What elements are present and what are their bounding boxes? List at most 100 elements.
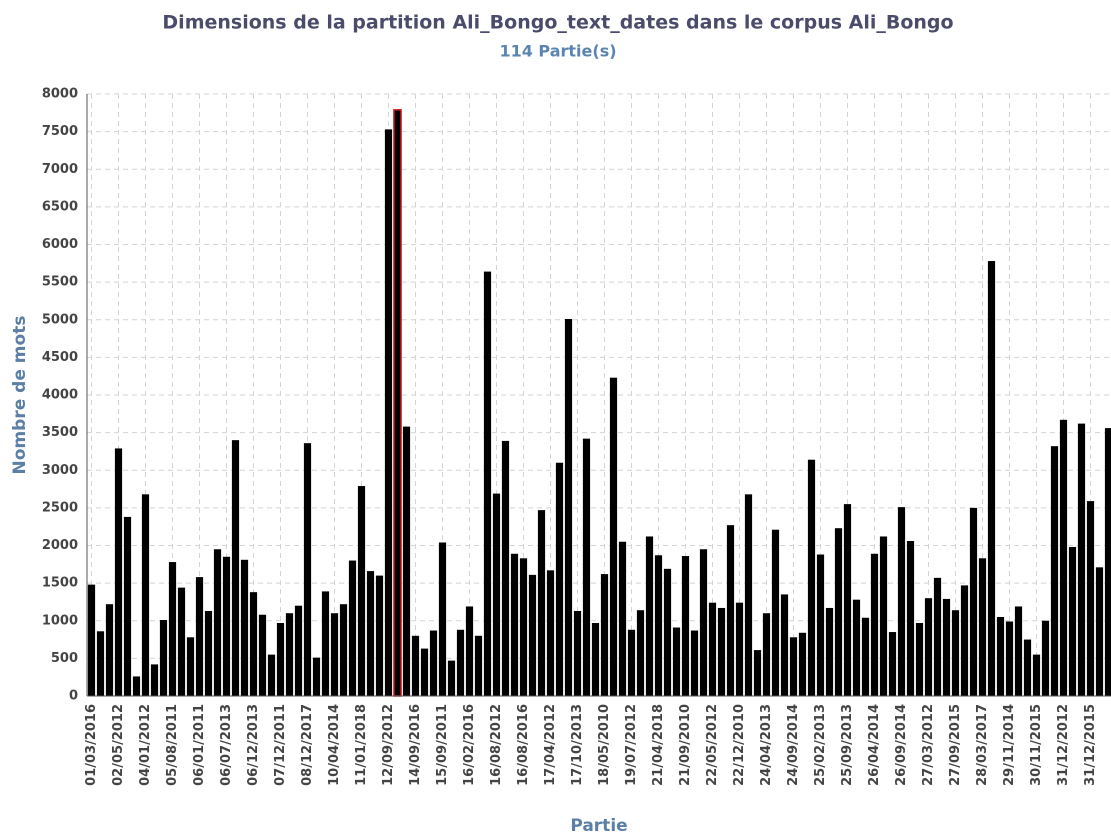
bar [177,587,186,696]
bar [888,632,897,696]
x-tick-label: 26/09/2014 [894,704,909,786]
x-tick-label: 01/03/2016 [84,704,99,786]
x-tick-label: 16/08/2016 [516,704,531,786]
bar [879,536,888,696]
bar [384,129,393,696]
bar [1068,547,1077,696]
bar [645,536,654,696]
y-tick-label: 6000 [42,237,78,252]
x-axis-title: Partie [570,816,627,836]
bar [609,377,618,696]
bar [924,598,933,696]
bar [411,635,420,696]
x-tick-label: 18/05/2010 [597,704,612,786]
y-tick-label: 1500 [42,576,78,591]
y-tick-label: 8000 [42,87,78,102]
bar [1005,621,1014,696]
bar [402,426,411,696]
y-tick-label: 3000 [42,463,78,478]
bar [186,637,195,696]
y-tick-label: 0 [69,689,78,704]
y-tick-label: 4500 [42,350,78,365]
bar [564,318,573,696]
x-tick-label: 15/09/2011 [435,704,450,786]
bar [276,623,285,696]
x-tick-label: 05/08/2011 [165,704,180,786]
bar [1023,639,1032,696]
bar [969,507,978,696]
x-tick-label: 31/12/2015 [1083,704,1098,786]
bar [726,525,735,696]
bar [303,443,312,696]
bar [699,549,708,696]
bar [474,635,483,696]
bar [771,529,780,696]
bar [843,504,852,696]
x-tick-label: 06/01/2011 [192,704,207,786]
y-tick-label: 2500 [42,500,78,515]
y-tick-label: 6500 [42,199,78,214]
x-tick-label: 16/08/2012 [489,704,504,786]
x-tick-label: 25/02/2013 [813,704,828,786]
bar [267,654,276,696]
x-tick-label: 02/05/2012 [111,704,126,786]
bar [87,584,96,696]
bar [285,613,294,696]
bar [618,541,627,696]
bar [663,568,672,696]
bar [519,558,528,696]
bar [240,559,249,696]
bar [429,630,438,696]
x-tick-label: 22/12/2010 [732,704,747,786]
bar [339,604,348,696]
x-tick-label: 07/12/2011 [273,704,288,786]
x-tick-label: 24/09/2014 [786,704,801,786]
bar [987,261,996,696]
bar [528,574,537,696]
bar [420,648,429,696]
bar [753,650,762,696]
bar [204,610,213,696]
bar [249,592,258,696]
y-axis-title: Nombre de mots [10,316,30,475]
x-tick-label: 24/04/2013 [759,704,774,786]
bar [816,554,825,696]
bar [591,623,600,696]
bar [105,604,114,696]
x-tick-label: 12/09/2012 [381,704,396,786]
bar [168,562,177,696]
bar [330,613,339,696]
bar [1086,501,1095,696]
y-tick-label: 1000 [42,613,78,628]
bar [312,657,321,696]
bar [114,448,123,696]
bar [1077,423,1086,696]
bar [456,629,465,696]
bar [600,574,609,696]
bar [231,440,240,696]
bar [870,553,879,696]
x-tick-label: 31/12/2012 [1056,704,1071,786]
x-tick-label: 30/11/2015 [1029,704,1044,786]
bar [717,607,726,696]
y-tick-label: 4000 [42,388,78,403]
bar [780,594,789,696]
bar [942,598,951,696]
bar [1014,606,1023,696]
y-tick-label: 5000 [42,312,78,327]
bar [366,571,375,696]
bar [123,516,132,696]
bar [510,553,519,696]
bar [150,664,159,696]
bar [915,623,924,696]
y-tick-label: 7500 [42,124,78,139]
bar [1032,654,1041,696]
x-tick-label: 06/07/2013 [219,704,234,786]
bar [1050,446,1059,696]
y-tick-label: 5500 [42,275,78,290]
x-tick-label: 17/10/2013 [570,704,585,786]
bar [555,462,564,696]
bar [681,556,690,696]
bar [213,549,222,696]
x-tick-label: 08/12/2017 [300,704,315,786]
